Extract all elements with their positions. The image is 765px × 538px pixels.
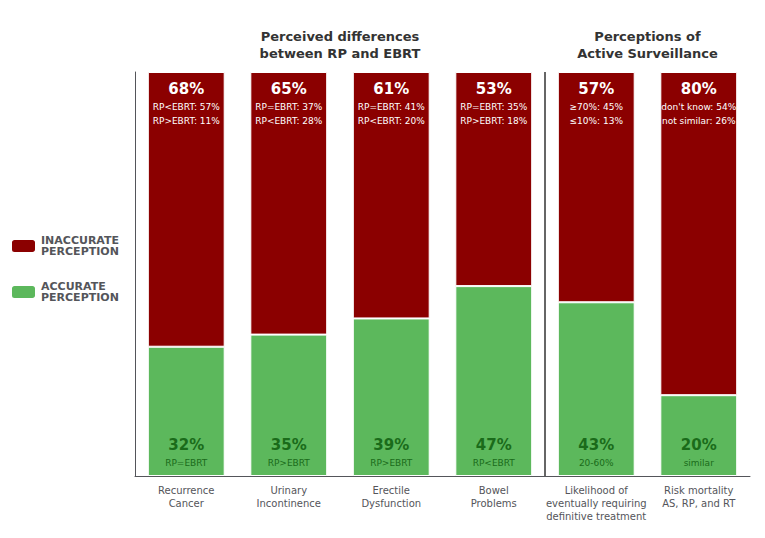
svg-text:Active Surveillance: Active Surveillance <box>577 46 718 61</box>
svg-text:≥70%: 45%: ≥70%: 45% <box>570 102 624 112</box>
svg-text:Dysfunction: Dysfunction <box>361 498 421 509</box>
svg-text:Perceptions of: Perceptions of <box>594 29 701 44</box>
svg-text:RP<EBRT: RP<EBRT <box>473 458 516 468</box>
svg-text:RP=EBRT: 37%: RP=EBRT: 37% <box>255 102 323 112</box>
svg-text:80%: 80% <box>681 80 717 98</box>
svg-text:Perceived differences: Perceived differences <box>261 29 420 44</box>
svg-text:RP<EBRT: 57%: RP<EBRT: 57% <box>153 102 221 112</box>
svg-text:INACCURATE: INACCURATE <box>41 234 119 247</box>
svg-text:RP=EBRT: 35%: RP=EBRT: 35% <box>460 102 528 112</box>
svg-text:53%: 53% <box>476 80 512 98</box>
svg-text:≤10%: 13%: ≤10%: 13% <box>570 116 624 126</box>
svg-text:ACCURATE: ACCURATE <box>41 280 106 293</box>
svg-text:68%: 68% <box>168 80 204 98</box>
svg-text:RP<EBRT: 28%: RP<EBRT: 28% <box>255 116 323 126</box>
svg-text:RP>EBRT: RP>EBRT <box>370 458 413 468</box>
svg-text:20%: 20% <box>681 436 717 454</box>
svg-text:Likelihood of: Likelihood of <box>565 485 629 496</box>
svg-text:Bowel: Bowel <box>479 485 509 496</box>
svg-text:PERCEPTION: PERCEPTION <box>41 245 119 258</box>
svg-text:47%: 47% <box>476 436 512 454</box>
svg-text:65%: 65% <box>271 80 307 98</box>
svg-text:39%: 39% <box>373 436 409 454</box>
svg-text:35%: 35% <box>271 436 307 454</box>
svg-text:RP=EBRT: 41%: RP=EBRT: 41% <box>358 102 426 112</box>
svg-text:eventually requiring: eventually requiring <box>546 498 647 509</box>
svg-text:32%: 32% <box>168 436 204 454</box>
svg-text:57%: 57% <box>578 80 614 98</box>
svg-text:RP<EBRT: 20%: RP<EBRT: 20% <box>358 116 426 126</box>
svg-text:61%: 61% <box>373 80 409 98</box>
svg-text:similar: similar <box>684 458 714 468</box>
svg-text:20-60%: 20-60% <box>579 458 614 468</box>
svg-text:don't know: 54%: don't know: 54% <box>661 102 736 112</box>
svg-text:43%: 43% <box>578 436 614 454</box>
svg-text:RP>EBRT: RP>EBRT <box>268 458 311 468</box>
svg-text:Risk mortality: Risk mortality <box>664 485 733 496</box>
svg-text:AS, RP, and RT: AS, RP, and RT <box>662 498 736 509</box>
svg-text:RP>EBRT: 11%: RP>EBRT: 11% <box>153 116 221 126</box>
svg-text:PERCEPTION: PERCEPTION <box>41 291 119 304</box>
svg-text:Incontinence: Incontinence <box>257 498 321 509</box>
svg-text:Problems: Problems <box>471 498 517 509</box>
svg-text:RP>EBRT: 18%: RP>EBRT: 18% <box>460 116 528 126</box>
svg-text:not similar: 26%: not similar: 26% <box>662 116 736 126</box>
svg-text:definitive treatment: definitive treatment <box>546 511 646 522</box>
svg-text:Erectile: Erectile <box>373 485 411 496</box>
svg-text:Recurrence: Recurrence <box>158 485 214 496</box>
svg-text:RP=EBRT: RP=EBRT <box>165 458 208 468</box>
svg-text:between RP and EBRT: between RP and EBRT <box>260 46 421 61</box>
svg-text:Urinary: Urinary <box>270 485 307 496</box>
svg-text:Cancer: Cancer <box>169 498 205 509</box>
